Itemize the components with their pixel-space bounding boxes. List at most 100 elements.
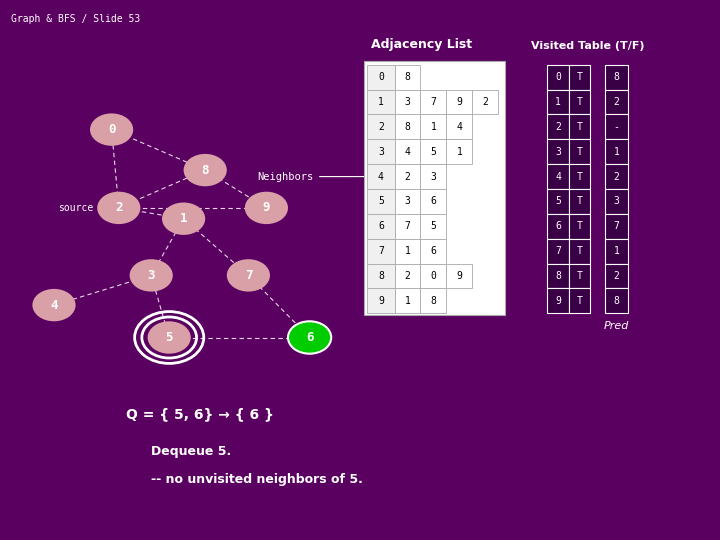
Text: 0: 0 <box>431 271 436 281</box>
Text: T: T <box>577 172 582 181</box>
FancyBboxPatch shape <box>569 65 590 90</box>
FancyBboxPatch shape <box>569 264 590 288</box>
Text: 9: 9 <box>555 296 561 306</box>
Text: 2: 2 <box>613 172 619 181</box>
Text: 3: 3 <box>378 147 384 157</box>
Text: 3: 3 <box>405 97 410 107</box>
Text: 5: 5 <box>431 147 436 157</box>
FancyBboxPatch shape <box>605 264 628 288</box>
Text: 7: 7 <box>245 269 252 282</box>
FancyBboxPatch shape <box>605 239 628 264</box>
Text: 5: 5 <box>431 221 436 231</box>
Circle shape <box>227 259 270 292</box>
FancyBboxPatch shape <box>547 139 569 164</box>
FancyBboxPatch shape <box>446 264 472 288</box>
Text: 8: 8 <box>613 296 619 306</box>
Text: 6: 6 <box>431 197 436 206</box>
FancyBboxPatch shape <box>569 90 590 114</box>
FancyBboxPatch shape <box>395 239 420 264</box>
FancyBboxPatch shape <box>547 239 569 264</box>
Circle shape <box>148 321 191 354</box>
Text: 7: 7 <box>555 246 561 256</box>
FancyBboxPatch shape <box>547 164 569 189</box>
FancyBboxPatch shape <box>420 189 446 214</box>
Text: 7: 7 <box>613 221 619 231</box>
FancyBboxPatch shape <box>395 139 420 164</box>
FancyBboxPatch shape <box>367 65 395 90</box>
FancyBboxPatch shape <box>605 214 628 239</box>
Circle shape <box>288 321 331 354</box>
FancyBboxPatch shape <box>547 90 569 114</box>
Text: 8: 8 <box>405 122 410 132</box>
FancyBboxPatch shape <box>395 264 420 288</box>
Circle shape <box>130 259 173 292</box>
Text: 7: 7 <box>431 97 436 107</box>
Text: 5: 5 <box>378 197 384 206</box>
Text: T: T <box>577 296 582 306</box>
Text: 4: 4 <box>405 147 410 157</box>
FancyBboxPatch shape <box>420 214 446 239</box>
Text: T: T <box>577 97 582 107</box>
FancyBboxPatch shape <box>420 239 446 264</box>
Text: 5: 5 <box>555 197 561 206</box>
Text: 8: 8 <box>613 72 619 82</box>
Text: 0: 0 <box>378 72 384 82</box>
FancyBboxPatch shape <box>420 288 446 313</box>
FancyBboxPatch shape <box>420 164 446 189</box>
FancyBboxPatch shape <box>569 114 590 139</box>
FancyBboxPatch shape <box>605 114 628 139</box>
FancyBboxPatch shape <box>446 90 472 114</box>
Text: 2: 2 <box>613 97 619 107</box>
FancyBboxPatch shape <box>367 214 395 239</box>
FancyBboxPatch shape <box>420 90 446 114</box>
Text: 1: 1 <box>431 122 436 132</box>
Text: 3: 3 <box>555 147 561 157</box>
Circle shape <box>90 113 133 146</box>
Text: 8: 8 <box>555 271 561 281</box>
Text: 9: 9 <box>456 97 462 107</box>
FancyBboxPatch shape <box>367 264 395 288</box>
Text: 8: 8 <box>431 296 436 306</box>
Text: 6: 6 <box>306 331 313 344</box>
Text: 4: 4 <box>378 172 384 181</box>
FancyBboxPatch shape <box>605 65 628 90</box>
FancyBboxPatch shape <box>472 90 498 114</box>
FancyBboxPatch shape <box>446 114 472 139</box>
Text: Q = { 5, 6} → { 6 }: Q = { 5, 6} → { 6 } <box>126 408 274 422</box>
Text: 2: 2 <box>482 97 488 107</box>
Text: T: T <box>577 122 582 132</box>
Text: 3: 3 <box>148 269 155 282</box>
FancyBboxPatch shape <box>367 288 395 313</box>
FancyBboxPatch shape <box>395 288 420 313</box>
Text: 9: 9 <box>456 271 462 281</box>
FancyBboxPatch shape <box>547 264 569 288</box>
Text: 1: 1 <box>613 147 619 157</box>
FancyBboxPatch shape <box>367 189 395 214</box>
FancyBboxPatch shape <box>605 288 628 313</box>
FancyBboxPatch shape <box>395 214 420 239</box>
Text: 8: 8 <box>202 164 209 177</box>
Circle shape <box>245 192 288 224</box>
Text: 1: 1 <box>378 97 384 107</box>
FancyBboxPatch shape <box>605 189 628 214</box>
Text: 3: 3 <box>431 172 436 181</box>
Text: T: T <box>577 271 582 281</box>
FancyBboxPatch shape <box>367 90 395 114</box>
Text: 2: 2 <box>613 271 619 281</box>
Text: 9: 9 <box>263 201 270 214</box>
FancyBboxPatch shape <box>395 114 420 139</box>
Circle shape <box>162 202 205 235</box>
Text: T: T <box>577 72 582 82</box>
Text: Adjacency List: Adjacency List <box>371 38 472 51</box>
FancyBboxPatch shape <box>420 139 446 164</box>
FancyBboxPatch shape <box>367 114 395 139</box>
Text: 3: 3 <box>613 197 619 206</box>
FancyBboxPatch shape <box>569 288 590 313</box>
Text: Pred: Pred <box>603 321 629 332</box>
Text: 2: 2 <box>378 122 384 132</box>
Text: -: - <box>613 122 619 132</box>
Text: -- no unvisited neighbors of 5.: -- no unvisited neighbors of 5. <box>151 472 363 485</box>
FancyBboxPatch shape <box>569 139 590 164</box>
FancyBboxPatch shape <box>605 139 628 164</box>
Text: 9: 9 <box>378 296 384 306</box>
